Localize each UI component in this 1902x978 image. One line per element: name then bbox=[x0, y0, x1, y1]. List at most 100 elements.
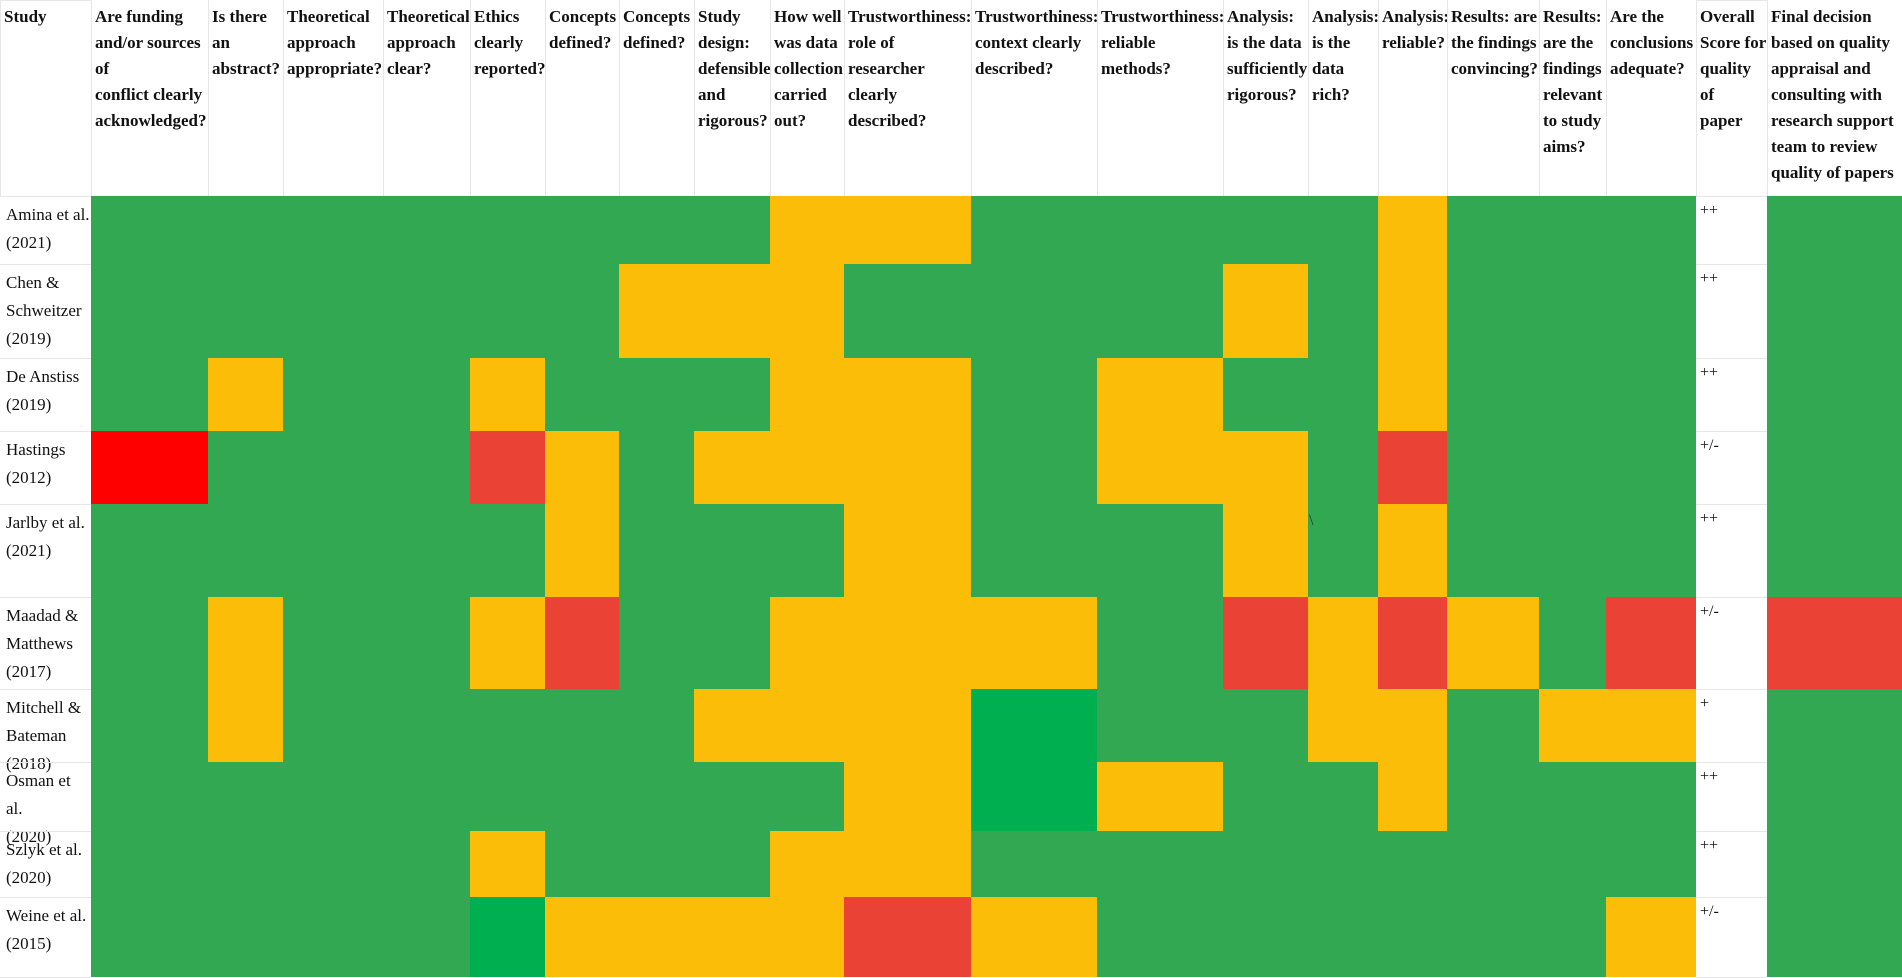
header-criterion: Concepts defined? bbox=[549, 7, 617, 52]
rating-cell bbox=[844, 597, 971, 689]
final-decision-cell bbox=[1767, 762, 1902, 831]
header-criterion: Is there an abstract? bbox=[212, 7, 280, 78]
rating-cell bbox=[208, 264, 283, 358]
rating-cell bbox=[971, 196, 1097, 264]
rating-cell bbox=[1606, 196, 1696, 264]
study-name: Weine et al. (2015) bbox=[6, 906, 87, 953]
overall-score: +/- bbox=[1696, 597, 1767, 689]
rating-cell bbox=[770, 597, 844, 689]
rating-cell bbox=[1308, 504, 1378, 597]
rating-cell bbox=[1223, 597, 1308, 689]
row-divider bbox=[0, 831, 91, 832]
rating-cell bbox=[971, 762, 1097, 831]
overall-score: ++ bbox=[1696, 196, 1767, 264]
rating-cell bbox=[1606, 831, 1696, 897]
overall-score: ++ bbox=[1696, 504, 1767, 597]
rating-cell bbox=[91, 264, 208, 358]
rating-cell bbox=[971, 831, 1097, 897]
rating-cell bbox=[91, 196, 208, 264]
final-decision-cell bbox=[1767, 264, 1902, 358]
rating-cell bbox=[545, 358, 619, 431]
overall-score: ++ bbox=[1696, 831, 1767, 897]
overall-score: + bbox=[1696, 689, 1767, 762]
rating-cell bbox=[1308, 897, 1378, 977]
row-divider bbox=[1696, 897, 1767, 898]
header-criterion: How well was data collection carried out… bbox=[774, 7, 843, 130]
final-decision-cell bbox=[1767, 196, 1902, 264]
rating-cell bbox=[770, 689, 844, 762]
rating-cell bbox=[383, 264, 470, 358]
column-divider bbox=[1378, 0, 1379, 196]
rating-cell bbox=[470, 358, 545, 431]
rating-cell bbox=[1447, 358, 1539, 431]
rating-cell bbox=[383, 504, 470, 597]
rating-cell bbox=[694, 196, 770, 264]
rating-cell bbox=[1097, 897, 1223, 977]
rating-cell bbox=[470, 597, 545, 689]
overall-score: ++ bbox=[1696, 264, 1767, 358]
rating-cell bbox=[770, 358, 844, 431]
header-criterion: Are funding and/or sources of conflict c… bbox=[95, 7, 207, 130]
rating-cell bbox=[1378, 196, 1447, 264]
rating-cell bbox=[971, 504, 1097, 597]
rating-cell bbox=[1223, 196, 1308, 264]
column-divider bbox=[208, 0, 209, 196]
rating-cell bbox=[208, 689, 283, 762]
rating-cell bbox=[770, 264, 844, 358]
rating-cell bbox=[844, 358, 971, 431]
row-divider bbox=[1696, 689, 1767, 690]
rating-cell bbox=[770, 897, 844, 977]
rating-cell bbox=[283, 431, 383, 504]
rating-cell bbox=[383, 431, 470, 504]
header-criterion: Ethics clearly reported? bbox=[474, 7, 545, 78]
rating-cell bbox=[1606, 504, 1696, 597]
rating-cell bbox=[844, 196, 971, 264]
column-divider bbox=[1447, 0, 1448, 196]
rating-cell bbox=[1606, 358, 1696, 431]
rating-cell bbox=[1539, 431, 1606, 504]
header-criterion: Study design: defensible and rigorous? bbox=[698, 7, 770, 130]
rating-cell bbox=[283, 196, 383, 264]
study-name: Mitchell & Bateman (2018) bbox=[6, 698, 82, 773]
rating-cell bbox=[1447, 264, 1539, 358]
column-divider bbox=[694, 0, 695, 196]
rating-cell bbox=[383, 196, 470, 264]
rating-cell bbox=[844, 504, 971, 597]
rating-cell bbox=[208, 831, 283, 897]
column-divider bbox=[1097, 0, 1098, 196]
rating-cell bbox=[208, 196, 283, 264]
rating-cell bbox=[1308, 358, 1378, 431]
rating-cell bbox=[694, 431, 770, 504]
rating-cell bbox=[1308, 431, 1378, 504]
rating-cell bbox=[1606, 897, 1696, 977]
rating-cell bbox=[619, 897, 694, 977]
rating-cell bbox=[1539, 762, 1606, 831]
overall-score: ++ bbox=[1696, 762, 1767, 831]
rating-cell bbox=[283, 264, 383, 358]
column-divider bbox=[1767, 0, 1768, 196]
study-name: Maadad & Matthews (2017) bbox=[6, 606, 79, 681]
rating-cell bbox=[1447, 831, 1539, 897]
header-criterion: Results: are the findings convincing? bbox=[1451, 7, 1538, 78]
rating-cell bbox=[545, 504, 619, 597]
rating-cell bbox=[383, 358, 470, 431]
header-criterion: Theoretical approach appropriate? bbox=[287, 7, 383, 78]
rating-cell bbox=[619, 264, 694, 358]
rating-cell bbox=[844, 762, 971, 831]
header-criterion: Theoretical approach clear? bbox=[387, 7, 470, 78]
rating-cell bbox=[1606, 597, 1696, 689]
rating-cell bbox=[470, 689, 545, 762]
rating-cell bbox=[1308, 831, 1378, 897]
rating-cell bbox=[1223, 897, 1308, 977]
rating-cell bbox=[208, 597, 283, 689]
rating-cell bbox=[1097, 264, 1223, 358]
rating-cell bbox=[619, 831, 694, 897]
rating-cell bbox=[383, 831, 470, 897]
rating-cell bbox=[208, 431, 283, 504]
column-divider bbox=[0, 0, 1, 196]
rating-cell bbox=[971, 597, 1097, 689]
rating-cell bbox=[1223, 264, 1308, 358]
rating-cell bbox=[208, 358, 283, 431]
column-divider bbox=[844, 0, 845, 196]
